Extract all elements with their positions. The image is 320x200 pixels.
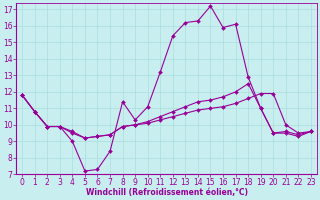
X-axis label: Windchill (Refroidissement éolien,°C): Windchill (Refroidissement éolien,°C) (85, 188, 248, 197)
